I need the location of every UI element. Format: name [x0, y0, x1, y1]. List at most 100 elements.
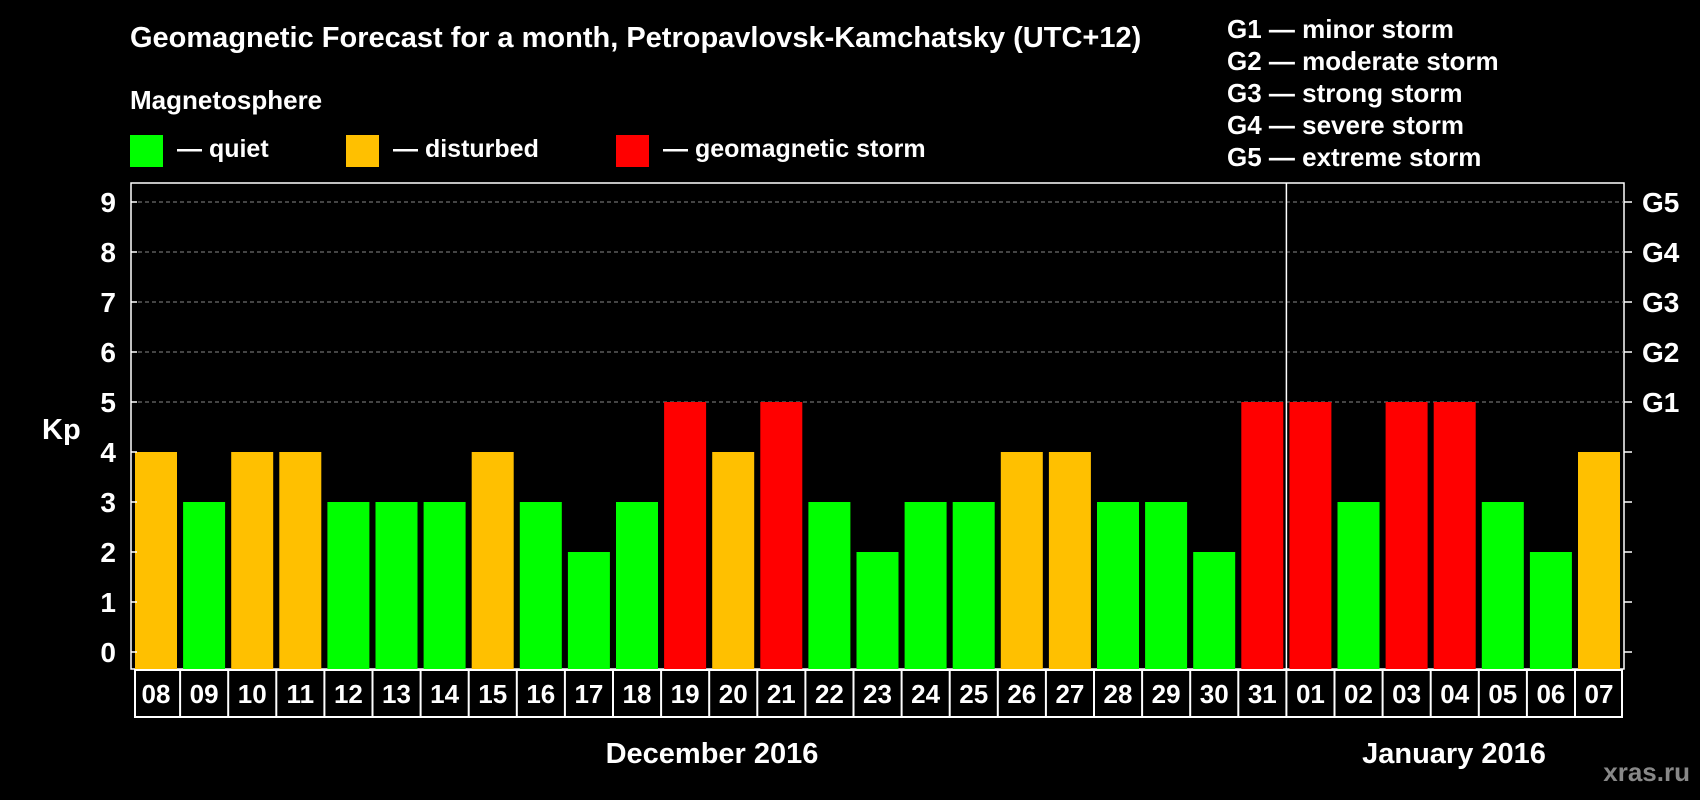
- right-tick-label-g4: G4: [1642, 237, 1680, 268]
- y-tick-label: 8: [100, 237, 116, 268]
- x-tick-label: 26: [1007, 679, 1036, 709]
- grid-lines: [131, 201, 1624, 403]
- x-tick-label: 06: [1536, 679, 1565, 709]
- y-tick-label: 3: [100, 487, 116, 518]
- y-tick-label: 1: [100, 587, 116, 618]
- x-tick-label: 16: [526, 679, 555, 709]
- x-tick-label: 25: [959, 679, 988, 709]
- legend-swatch-storm: [616, 135, 649, 167]
- y-tick-label: 5: [100, 387, 116, 418]
- x-axis: 08 09 10 11 12 13 14 15 16 17 18 19 20 21 22 23 24 25 26 27…: [134, 669, 1623, 718]
- bar-14: [423, 502, 466, 669]
- bar-04: [1433, 402, 1476, 669]
- x-tick-label: 24: [911, 679, 940, 709]
- x-tick-label: 07: [1585, 679, 1614, 709]
- bar-20: [712, 452, 755, 669]
- bar-07: [1578, 452, 1620, 669]
- right-tick-label-g3: G3: [1642, 287, 1679, 318]
- bar-26: [1000, 452, 1043, 669]
- y-axis: 0 1 2 3 4 5 6 7 8 9: [100, 187, 137, 668]
- storm-scale-g1: G1 — minor storm: [1227, 14, 1454, 44]
- right-tick-label-g1: G1: [1642, 387, 1679, 418]
- bar-01: [1289, 402, 1332, 669]
- bar-15: [471, 452, 514, 669]
- x-tick-label: 09: [190, 679, 219, 709]
- bar-05: [1481, 502, 1524, 669]
- storm-scale-g4: G4 — severe storm: [1227, 110, 1464, 140]
- bar-24: [904, 502, 947, 669]
- legend-swatch-disturbed: [346, 135, 379, 167]
- bar-25: [952, 502, 995, 669]
- x-tick-label: 29: [1152, 679, 1181, 709]
- x-tick-label: 15: [478, 679, 507, 709]
- bar-21: [760, 402, 803, 669]
- bar-17: [567, 552, 610, 669]
- x-tick-label: 18: [623, 679, 652, 709]
- x-tick-label: 11: [287, 679, 315, 709]
- y-tick-label: 4: [100, 437, 116, 468]
- x-tick-label: 21: [767, 679, 796, 709]
- x-tick-label: 30: [1200, 679, 1229, 709]
- x-tick-label: 02: [1344, 679, 1373, 709]
- x-tick-label: 27: [1055, 679, 1084, 709]
- x-tick-label: 20: [719, 679, 748, 709]
- bar-27: [1048, 452, 1091, 669]
- bar-19: [664, 402, 707, 669]
- bar-02: [1337, 502, 1380, 669]
- x-tick-label: 23: [863, 679, 892, 709]
- date-box-frame: [134, 669, 1623, 718]
- bar-29: [1145, 502, 1188, 669]
- bar-28: [1097, 502, 1139, 669]
- x-tick-label: 19: [671, 679, 700, 709]
- legend-swatch-quiet: [130, 135, 163, 167]
- legend-label-storm: — geomagnetic storm: [663, 135, 926, 163]
- bar-23: [856, 552, 899, 669]
- bar-18: [616, 502, 658, 669]
- x-tick-label: 04: [1440, 679, 1469, 709]
- x-tick-label: 03: [1392, 679, 1421, 709]
- legend-label-disturbed: — disturbed: [393, 135, 539, 163]
- storm-scale-g3: G3 — strong storm: [1227, 78, 1462, 108]
- x-tick-label: 08: [142, 679, 171, 709]
- bar-16: [519, 502, 562, 669]
- month-label-december: December 2016: [606, 738, 819, 770]
- y-tick-label: 0: [100, 637, 116, 668]
- bars: [135, 183, 1620, 669]
- bar-03: [1385, 402, 1428, 669]
- bar-13: [375, 502, 418, 669]
- storm-scale-g2: G2 — moderate storm: [1227, 46, 1499, 76]
- bar-09: [183, 502, 226, 669]
- x-tick-label: 12: [334, 679, 363, 709]
- x-tick-label: 31: [1248, 679, 1277, 709]
- x-tick-label: 10: [238, 679, 267, 709]
- x-tick-label: 14: [430, 679, 459, 709]
- y-tick-label: 7: [100, 287, 116, 318]
- x-tick-label: 13: [382, 679, 411, 709]
- right-axis: G1 G2 G3 G4 G5: [1624, 187, 1680, 653]
- storm-scale-g5: G5 — extreme storm: [1227, 142, 1481, 172]
- x-tick-label: 28: [1104, 679, 1133, 709]
- x-tick-label: 05: [1488, 679, 1517, 709]
- chart-title: Geomagnetic Forecast for a month, Petrop…: [130, 22, 1141, 54]
- month-label-january: January 2016: [1362, 738, 1546, 770]
- bar-06: [1529, 552, 1572, 669]
- right-tick-label-g2: G2: [1642, 337, 1679, 368]
- y-tick-label: 6: [100, 337, 116, 368]
- x-tick-label: 01: [1296, 679, 1325, 709]
- bar-30: [1193, 552, 1236, 669]
- bar-12: [327, 502, 370, 669]
- watermark: xras.ru: [1603, 757, 1690, 787]
- bar-10: [231, 452, 274, 669]
- x-tick-label: 17: [574, 679, 603, 709]
- x-tick-label: 22: [815, 679, 844, 709]
- y-axis-title: Kp: [42, 414, 81, 446]
- bar-08: [135, 452, 177, 669]
- legend-heading: Magnetosphere: [130, 85, 322, 115]
- bar-11: [279, 452, 322, 669]
- bar-31: [1241, 402, 1284, 669]
- y-tick-label: 9: [100, 187, 116, 218]
- legend-label-quiet: — quiet: [177, 135, 269, 163]
- right-tick-label-g5: G5: [1642, 187, 1679, 218]
- bar-22: [808, 502, 851, 669]
